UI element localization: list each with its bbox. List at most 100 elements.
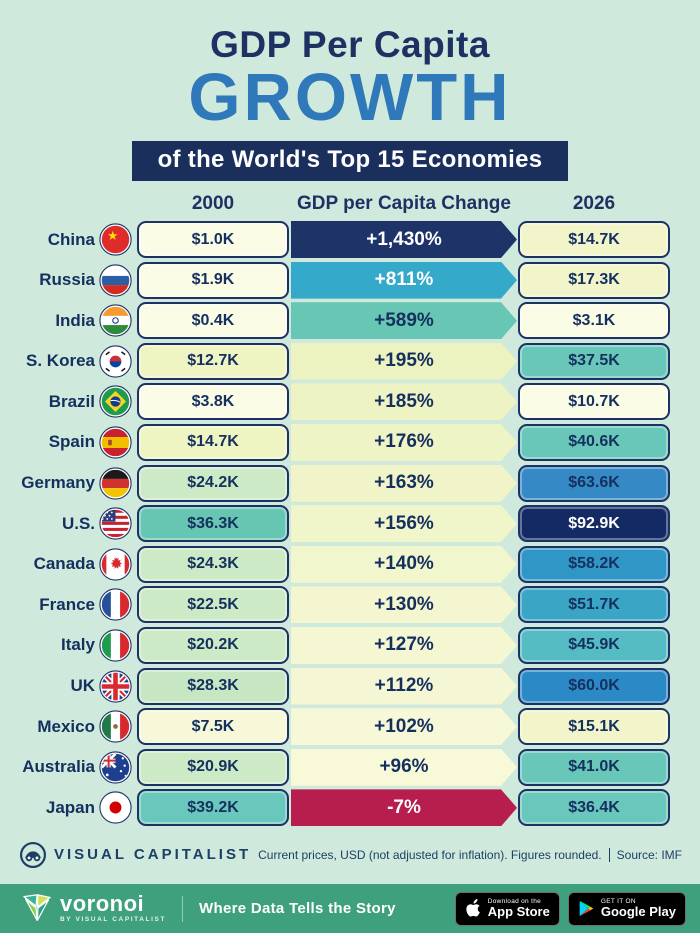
change-arrow: -7%: [291, 789, 517, 826]
value-2026-box: $17.3K: [518, 261, 670, 299]
value-2026-box: $45.9K: [518, 626, 670, 664]
note-divider: [608, 847, 610, 862]
table-row: Italy $20.2K +127% $45.9K: [14, 626, 672, 664]
data-source: Source: IMF: [616, 847, 682, 862]
change-arrow: +102%: [291, 708, 517, 745]
brazil-flag-icon: [99, 385, 132, 419]
table-row: Mexico $7.5K +102% $15.1K: [14, 708, 672, 746]
google-play-icon: [578, 899, 595, 918]
value-2000-box: $28.3K: [137, 667, 289, 705]
country-label: China: [47, 229, 95, 249]
russia-flag-icon: [99, 263, 132, 297]
page-title-line2: GROWTH: [188, 60, 512, 135]
value-2026-box: $40.6K: [518, 423, 670, 461]
table-row: Japan $39.2K -7% $36.4K: [14, 789, 672, 827]
column-header-2000: 2000: [191, 193, 235, 214]
app-store-badge[interactable]: Download on the App Store: [454, 891, 560, 926]
country-label: Spain: [48, 432, 95, 452]
country-label: Brazil: [48, 391, 95, 411]
value-2026-box: $58.2K: [518, 545, 670, 583]
bottom-bar-divider: [182, 895, 184, 922]
value-2026-box: $14.7K: [518, 221, 670, 258]
column-headers: 2000 GDP per Capita Change 2026: [14, 193, 672, 215]
subtitle-banner: of the World's Top 15 Economies: [131, 141, 569, 181]
australia-flag-icon: [99, 751, 132, 784]
footer: VISUAL CAPITALIST Current prices, USD (n…: [20, 840, 682, 870]
app-store-line2: App Store: [487, 904, 550, 920]
value-2000-box: $1.9K: [137, 261, 289, 299]
country-label: Mexico: [37, 716, 95, 736]
change-arrow: +130%: [291, 586, 517, 623]
value-2000-box: $39.2K: [137, 789, 289, 827]
change-arrow: +127%: [291, 627, 517, 664]
value-2000-box: $12.7K: [137, 342, 289, 380]
table-row: Australia $20.9K +96% $41.0K: [14, 748, 672, 786]
bottom-bar: voronoi BY VISUAL CAPITALIST Where Data …: [0, 884, 700, 933]
canada-flag-icon: [99, 548, 132, 581]
change-arrow: +176%: [291, 424, 517, 461]
visual-capitalist-wordmark: VISUAL CAPITALIST: [54, 846, 252, 864]
spain-flag-icon: [99, 426, 132, 459]
country-label: Canada: [33, 554, 95, 574]
table-row: S. Korea $12.7K +195% $37.5K: [14, 342, 672, 380]
tagline: Where Data Tells the Story: [199, 900, 396, 917]
change-arrow: +156%: [291, 505, 517, 542]
column-header-change: GDP per Capita Change: [297, 193, 511, 214]
france-flag-icon: [99, 588, 132, 621]
google-play-line2: Google Play: [600, 904, 676, 920]
value-2000-box: $36.3K: [137, 505, 289, 543]
voronoi-brand: voronoi BY VISUAL CAPITALIST: [22, 891, 166, 923]
italy-flag-icon: [99, 629, 132, 662]
source-note: Current prices, USD (not adjusted for in…: [258, 847, 682, 862]
skorea-flag-icon: [99, 345, 132, 378]
value-2026-box: $41.0K: [518, 748, 670, 786]
value-2000-box: $20.9K: [137, 748, 289, 786]
value-2026-box: $15.1K: [518, 708, 670, 746]
table-row: UK $28.3K +112% $60.0K: [14, 667, 672, 705]
table-row: Spain $14.7K +176% $40.6K: [14, 423, 672, 461]
country-label: UK: [70, 676, 95, 696]
google-play-badge[interactable]: GET IT ON Google Play: [567, 891, 686, 926]
country-label: France: [39, 594, 95, 614]
value-2000-box: $24.2K: [137, 464, 289, 502]
country-label: U.S.: [61, 513, 95, 533]
apple-icon: [465, 899, 482, 918]
country-rows: China $1.0K +1,430% $14.7K Russia $1.9K …: [14, 221, 672, 830]
app-store-line1: Download on the: [487, 898, 542, 906]
value-2000-box: $14.7K: [137, 423, 289, 461]
methodology-note: Current prices, USD (not adjusted for in…: [258, 847, 602, 862]
value-2000-box: $1.0K: [137, 221, 289, 258]
table-row: Brazil $3.8K +185% $10.7K: [14, 383, 672, 421]
change-arrow: +163%: [291, 465, 517, 502]
value-2026-box: $60.0K: [518, 667, 670, 705]
country-label: Australia: [22, 757, 95, 777]
country-label: India: [55, 310, 95, 330]
uk-flag-icon: [99, 669, 132, 703]
value-2026-box: $37.5K: [518, 342, 670, 380]
table-row: France $22.5K +130% $51.7K: [14, 586, 672, 624]
change-arrow: +1,430%: [291, 221, 517, 258]
us-flag-icon: [99, 507, 132, 540]
change-arrow: +112%: [291, 668, 517, 705]
germany-flag-icon: [99, 466, 132, 500]
table-row: China $1.0K +1,430% $14.7K: [14, 221, 672, 258]
voronoi-logo-icon: [22, 894, 52, 922]
change-arrow: +96%: [291, 749, 517, 786]
column-header-2026: 2026: [572, 193, 616, 214]
mexico-flag-icon: [99, 710, 132, 743]
value-2026-box: $36.4K: [518, 789, 670, 827]
india-flag-icon: [99, 304, 132, 337]
value-2000-box: $7.5K: [137, 708, 289, 746]
value-2026-box: $63.6K: [518, 464, 670, 502]
value-2026-box: $10.7K: [518, 383, 670, 421]
japan-flag-icon: [99, 791, 132, 824]
visual-capitalist-logo-icon: [20, 841, 46, 868]
store-badges: Download on the App Store GET IT ON Goog…: [454, 891, 686, 926]
country-label: Japan: [45, 797, 95, 817]
value-2026-box: $92.9K: [518, 505, 670, 543]
value-2026-box: $51.7K: [518, 586, 670, 624]
table-row: U.S. $36.3K +156% $92.9K: [14, 505, 672, 543]
country-label: Italy: [60, 635, 95, 655]
voronoi-wordmark: voronoi: [60, 891, 145, 917]
